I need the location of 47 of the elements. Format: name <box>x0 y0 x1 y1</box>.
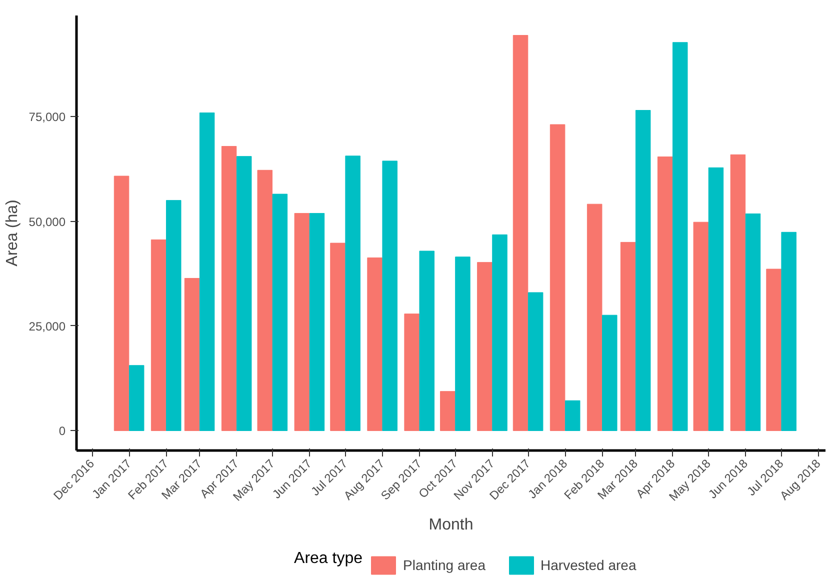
bar <box>294 213 310 431</box>
bar <box>550 124 566 431</box>
bar <box>766 268 782 431</box>
x-axis-title: Month <box>428 516 474 534</box>
bar <box>367 257 382 431</box>
bar <box>272 194 288 431</box>
bar <box>781 232 796 431</box>
bar <box>419 250 434 431</box>
y-axis-title: Area (ha) <box>4 200 21 266</box>
bar <box>440 391 456 431</box>
bar <box>492 234 508 431</box>
bar <box>745 213 761 431</box>
bar <box>166 200 182 431</box>
bar <box>199 112 215 431</box>
bar <box>477 262 492 431</box>
legend-label: Harvested area <box>540 557 636 573</box>
bar <box>184 278 200 431</box>
bar <box>672 42 688 431</box>
bar <box>114 176 130 431</box>
bar <box>404 314 420 431</box>
bar <box>309 213 325 431</box>
bar <box>708 167 724 431</box>
bar <box>455 256 470 431</box>
bar <box>730 154 746 431</box>
bar <box>221 146 237 431</box>
bar <box>345 156 360 431</box>
bar <box>564 400 580 431</box>
bar <box>657 156 673 431</box>
bar <box>602 314 618 431</box>
y-tick-label: 50,000 <box>28 214 66 229</box>
y-tick-label: 0 <box>58 424 66 438</box>
bar <box>128 365 144 431</box>
bar <box>635 110 651 431</box>
bar <box>236 156 252 431</box>
y-tick-label: 75,000 <box>28 110 66 124</box>
bar <box>382 160 398 431</box>
legend-label: Planting area <box>403 557 486 573</box>
bar <box>620 242 636 431</box>
bar <box>257 170 273 431</box>
bar <box>693 222 709 431</box>
bar <box>586 204 602 431</box>
bar <box>528 292 544 431</box>
bar <box>512 35 528 431</box>
y-tick-label: 25,000 <box>28 320 66 334</box>
bar <box>150 239 166 431</box>
bar <box>330 242 346 431</box>
legend-title: Area type <box>294 550 363 567</box>
